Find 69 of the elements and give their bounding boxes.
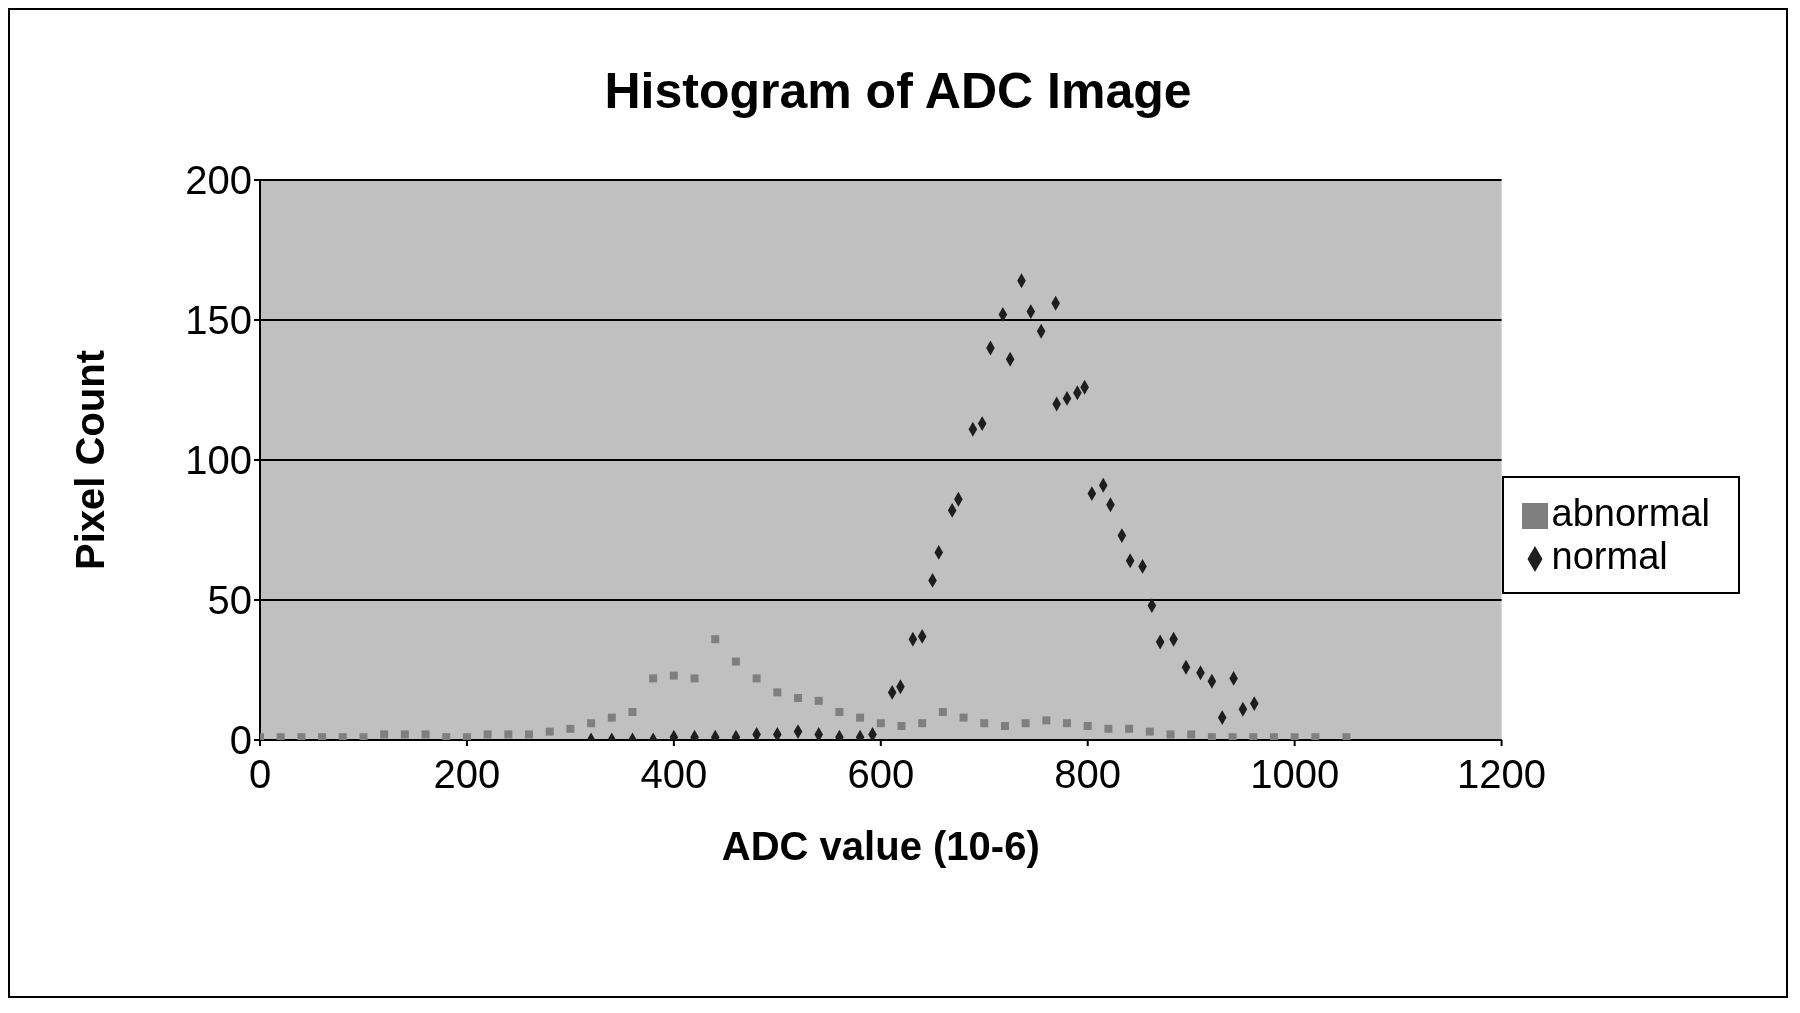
point	[400, 730, 409, 739]
point	[938, 708, 947, 716]
point	[690, 674, 699, 683]
point	[1269, 733, 1278, 740]
point	[773, 688, 782, 697]
point	[504, 730, 513, 739]
point	[359, 733, 368, 740]
point	[711, 635, 720, 644]
point	[897, 722, 906, 730]
point	[607, 713, 616, 722]
point	[587, 719, 596, 728]
point	[318, 733, 327, 740]
point	[1166, 730, 1175, 739]
x-axis-title: ADC value (10-6)	[721, 824, 1040, 868]
x-tick-label: 200	[433, 752, 501, 797]
x-tick-label: 1200	[1457, 752, 1547, 797]
point	[959, 713, 968, 722]
point	[814, 726, 824, 740]
point	[1311, 733, 1320, 740]
y-tick-label: 100	[185, 438, 252, 483]
y-tick-label: 0	[229, 718, 252, 763]
point	[835, 708, 844, 716]
point	[297, 733, 306, 740]
y-tick-label: 50	[207, 578, 252, 623]
point	[442, 733, 451, 740]
point	[814, 696, 823, 705]
point	[380, 730, 389, 739]
point	[628, 708, 637, 716]
point	[483, 730, 492, 739]
point	[566, 724, 575, 733]
point	[856, 713, 865, 722]
point	[731, 657, 740, 666]
point	[1290, 733, 1299, 740]
point	[1342, 733, 1351, 740]
y-tick-label: 150	[185, 298, 252, 343]
point	[545, 727, 554, 736]
y-tick-label: 200	[185, 158, 252, 203]
point	[1145, 727, 1154, 736]
point	[980, 719, 989, 728]
point	[1125, 724, 1134, 733]
point	[1187, 730, 1196, 739]
legend-label: abnormal	[1551, 492, 1710, 534]
point	[1042, 716, 1051, 725]
x-tick-label: 600	[847, 752, 915, 797]
point	[1207, 733, 1216, 740]
x-tick-label: 800	[1054, 752, 1122, 797]
point	[1000, 722, 1009, 730]
point	[876, 719, 885, 728]
point	[1021, 719, 1030, 728]
chart-title: Histogram of ADC Image	[603, 62, 1193, 120]
point	[1228, 733, 1237, 740]
point	[1249, 733, 1258, 740]
point	[462, 733, 471, 740]
x-tick-label: 1000	[1250, 752, 1340, 797]
legend-label: normal	[1551, 535, 1668, 577]
y-axis-title: Pixel Count	[68, 349, 113, 571]
point	[649, 674, 658, 683]
point	[794, 694, 803, 702]
point	[276, 733, 285, 740]
point	[421, 730, 430, 739]
point	[1083, 722, 1092, 730]
point	[525, 730, 534, 739]
point	[669, 671, 678, 680]
x-tick-label: 400	[640, 752, 708, 797]
point	[338, 733, 347, 740]
point	[1104, 724, 1113, 733]
point	[918, 719, 927, 728]
point	[752, 674, 761, 683]
point	[1063, 719, 1072, 728]
